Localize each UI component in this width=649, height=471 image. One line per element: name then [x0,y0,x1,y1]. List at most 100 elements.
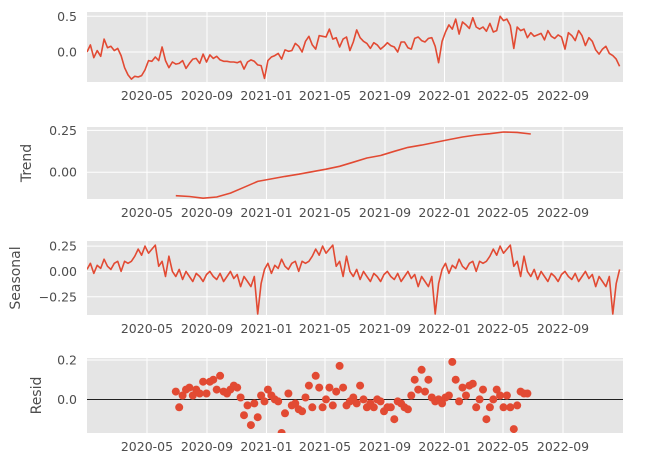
resid-point [325,383,334,392]
resid-panel: 2020-05 2020-09 2021-01 2021-05 2021-09 2022-… [29,352,623,454]
resid-point [311,371,320,380]
x-tick-label: 2021-01 [240,439,292,454]
x-tick-label: 2020-05 [121,205,173,220]
resid-point [462,391,470,400]
resid-point [284,389,293,398]
resid-point [178,391,187,400]
y-tick-label: −0.25 [39,289,77,304]
x-tick-label: 2022-01 [418,439,470,454]
x-tick-label: 2022-09 [537,439,589,454]
x-tick-label: 2020-09 [181,205,233,220]
resid-point [298,407,307,416]
resid-point [240,411,248,420]
x-tick-label: 2021-05 [299,321,351,336]
resid-point [475,395,484,404]
x-tick-label: 2022-01 [418,205,470,220]
resid-point [322,395,330,404]
resid-point [421,387,429,396]
resid-points [171,358,532,433]
resid-point [455,397,464,406]
resid-point [492,385,501,394]
resid-point [328,401,337,410]
seasonal-panel: 2020-05 2020-09 2021-01 2021-05 2021-09 2022-… [8,239,623,336]
x-tick-label: 2020-09 [181,321,233,336]
x-tick-label: 2022-05 [477,205,529,220]
y-tick-label: 0.25 [49,239,77,254]
resid-point [175,403,184,412]
resid-point [359,395,368,404]
resid-point [376,397,385,406]
plot-area [87,241,623,315]
x-tick-label: 2022-05 [477,321,529,336]
resid-point [212,385,221,394]
y-tick-label: 0.25 [49,123,77,138]
resid-point [509,425,518,433]
x-tick-label: 2021-09 [359,321,411,336]
resid-point [352,399,361,408]
x-tick-label: 2022-09 [537,321,589,336]
x-tick-label: 2022-09 [537,88,589,103]
resid-point [485,403,494,412]
resid-point [414,385,423,394]
resid-point [489,395,498,404]
x-tick-label: 2020-09 [181,439,233,454]
resid-point [410,375,419,384]
x-tick-label: 2022-01 [418,88,470,103]
series-line [87,15,621,80]
x-tick-label: 2021-01 [240,88,292,103]
resid-point [472,403,481,412]
resid-point [424,375,433,384]
x-tick-label: 2021-05 [299,88,351,103]
resid-point [407,391,416,400]
resid-point [304,381,313,390]
resid-point [274,397,283,406]
resid-point [444,391,453,400]
x-tick-label: 2022-09 [537,205,589,220]
resid-point [369,403,378,412]
resid-point [499,403,508,412]
resid-point [523,389,532,398]
resid-point [339,383,348,392]
resid-point [243,401,252,410]
y-tick-label: 0.00 [49,165,77,180]
x-tick-label: 2021-09 [359,205,411,220]
resid-point [188,391,197,400]
resid-point [479,385,487,394]
resid-point [185,383,194,392]
x-tick-label: 2020-09 [181,88,233,103]
resid-point [257,391,266,400]
x-tick-label: 2021-09 [359,439,411,454]
x-tick-label: 2021-05 [299,439,351,454]
resid-point [233,383,242,392]
resid-point [236,393,245,402]
resid-point [448,358,457,366]
resid-point [386,403,395,412]
resid-point [438,399,447,408]
observed-panel: 2020-05 2020-09 2021-01 2021-05 2021-09 2022-… [57,9,623,103]
resid-point [482,415,491,424]
series-line [175,131,531,199]
y-axis-label: Seasonal [8,246,24,309]
resid-point [403,405,412,414]
resid-point [349,393,358,402]
x-tick-label: 2022-05 [477,88,529,103]
resid-point [468,379,477,388]
resid-point [199,377,208,386]
x-tick-label: 2022-01 [418,321,470,336]
x-tick-label: 2021-09 [359,88,411,103]
plot-area [87,12,623,82]
resid-point [356,381,365,390]
x-tick-label: 2021-01 [240,205,292,220]
resid-point [301,393,310,402]
resid-point [291,399,300,408]
resid-point [335,361,344,370]
resid-point [246,421,255,430]
resid-point [308,403,317,412]
y-tick-label: 0.00 [49,264,77,279]
resid-point [253,413,262,422]
resid-point [513,401,522,410]
resid-point [171,387,180,396]
trend-panel: 2020-05 2020-09 2021-01 2021-05 2021-09 2022-… [19,123,623,220]
resid-point [451,375,460,384]
